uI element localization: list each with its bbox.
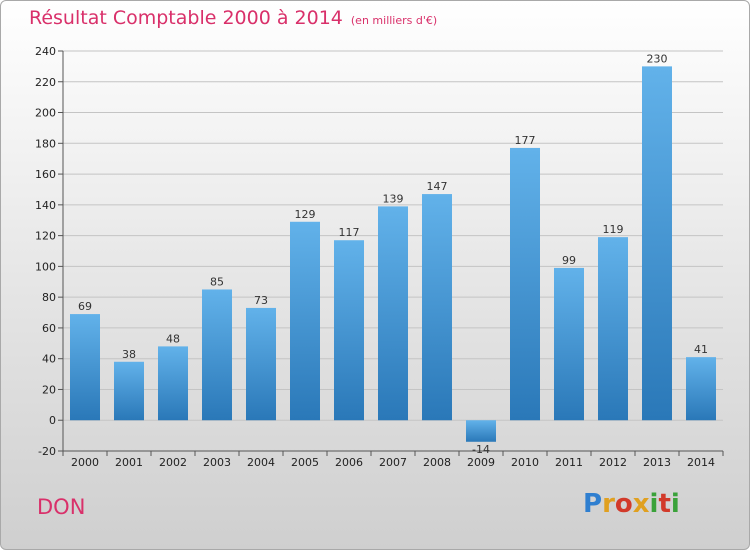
y-tick-label: 200: [35, 107, 56, 120]
data-labels: 69 38 48 85 73 129 117 139 147 -14 177 99 119 230 41: [78, 52, 708, 455]
y-tick-label: -20: [38, 445, 56, 458]
x-tick-label: 2002: [159, 456, 187, 469]
data-label: 73: [254, 294, 268, 307]
logo-letter: i: [649, 489, 659, 519]
y-tick-label: 20: [42, 383, 56, 396]
x-tick-label: 2012: [599, 456, 627, 469]
x-tick-label: 2006: [335, 456, 363, 469]
y-tick-label: 80: [42, 291, 56, 304]
data-label: 41: [694, 343, 708, 356]
bar: [598, 237, 628, 421]
x-tick-label: 2005: [291, 456, 319, 469]
title-text: Résultat Comptable 2000 à 2014: [29, 7, 343, 29]
y-tick-label: 120: [35, 230, 56, 243]
y-tick-label: 160: [35, 168, 56, 181]
data-label: 99: [562, 254, 576, 267]
x-tick-label: 2004: [247, 456, 275, 469]
y-tick-label: 0: [49, 414, 56, 427]
data-label: 129: [295, 208, 316, 221]
bar: [334, 240, 364, 421]
bars: [70, 66, 716, 442]
proxiti-logo: Proxiti: [583, 489, 680, 519]
commune-name: DON: [37, 495, 86, 519]
x-tick-label: 2013: [643, 456, 671, 469]
bar: [246, 307, 276, 421]
x-tick-label: 2014: [687, 456, 715, 469]
data-label: 48: [166, 332, 180, 345]
data-label: 85: [210, 275, 224, 288]
bar: [114, 361, 144, 421]
bar: [422, 194, 452, 421]
bar: [290, 221, 320, 421]
data-label: 177: [515, 134, 536, 147]
x-tick-label: 2011: [555, 456, 583, 469]
y-tick-label: 140: [35, 199, 56, 212]
y-tick-label: 220: [35, 76, 56, 89]
bar: [642, 66, 672, 421]
y-tick-label: 40: [42, 353, 56, 366]
x-tick-label: 2008: [423, 456, 451, 469]
chart-title: Résultat Comptable 2000 à 2014 (en millie…: [29, 7, 437, 29]
data-label: 147: [427, 180, 448, 193]
axes: -20 0 20 40 60 80 100 120 140 160 180 200 220 240 2000…: [35, 45, 724, 469]
data-label: 69: [78, 300, 92, 313]
data-label: 38: [122, 348, 136, 361]
logo-letter: r: [602, 489, 615, 519]
logo-letter: P: [583, 489, 603, 519]
x-tick-label: 2001: [115, 456, 143, 469]
x-tick-label: 2000: [71, 456, 99, 469]
bar: [686, 357, 716, 421]
data-label: 139: [383, 192, 404, 205]
x-tick-label: 2009: [467, 456, 495, 469]
y-tick-label: 240: [35, 45, 56, 58]
bar: [158, 346, 188, 421]
x-tick-label: 2007: [379, 456, 407, 469]
data-label: 117: [339, 226, 360, 239]
y-tick-label: 180: [35, 137, 56, 150]
data-label: 119: [603, 223, 624, 236]
y-tick-label: 60: [42, 322, 56, 335]
logo-letter: t: [658, 489, 671, 519]
bar: [202, 289, 232, 421]
data-label: 230: [647, 52, 668, 65]
logo-letter: i: [670, 489, 680, 519]
data-label: -14: [472, 443, 490, 456]
bar: [466, 420, 496, 442]
bar: [378, 206, 408, 421]
x-tick-label: 2003: [203, 456, 231, 469]
logo-letter: x: [632, 489, 650, 519]
chart-subtitle: (en milliers d'€): [350, 14, 438, 27]
bar: [70, 314, 100, 421]
bar: [510, 147, 540, 421]
y-tick-label: 100: [35, 260, 56, 273]
x-tick-label: 2010: [511, 456, 539, 469]
logo-letter: o: [614, 489, 633, 519]
bar: [554, 267, 584, 421]
